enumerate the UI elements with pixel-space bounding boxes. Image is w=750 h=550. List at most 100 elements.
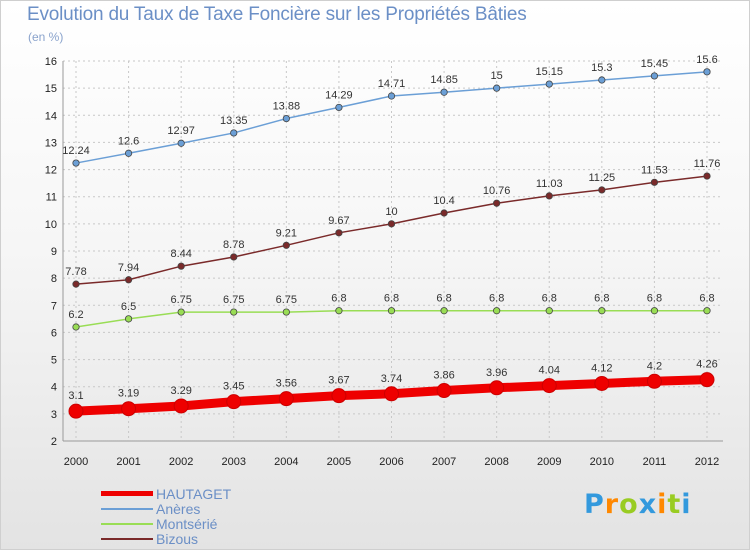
- x-tick-label: 2010: [590, 456, 614, 468]
- logo-letter: r: [604, 489, 620, 520]
- chart-subtitle: (en %): [28, 30, 64, 44]
- data-label: 15.45: [641, 58, 669, 70]
- x-tick-label: 2007: [432, 456, 456, 468]
- data-label: 14.29: [325, 89, 353, 101]
- data-point: [646, 373, 662, 389]
- legend: HAUTAGET Anères Montsérié Bizous: [101, 486, 321, 547]
- data-point: [121, 401, 137, 417]
- logo-letter: i: [681, 489, 692, 520]
- data-point: [230, 129, 238, 137]
- data-label: 3.86: [433, 370, 454, 382]
- data-label: 8.44: [170, 248, 191, 260]
- data-label: 12.24: [62, 145, 90, 157]
- data-label: 10.76: [483, 185, 511, 197]
- data-label: 6.8: [542, 293, 557, 305]
- data-label: 10.4: [433, 195, 454, 207]
- data-point: [335, 229, 343, 237]
- x-tick-label: 2004: [274, 456, 298, 468]
- data-label: 3.29: [170, 385, 191, 397]
- logo-letter: i: [657, 489, 668, 520]
- data-label: 3.74: [381, 373, 402, 385]
- data-label: 6.8: [489, 293, 504, 305]
- data-point: [493, 84, 501, 92]
- logo-letter: o: [619, 489, 639, 520]
- data-label: 7.94: [118, 262, 139, 274]
- data-label: 10: [385, 206, 397, 218]
- legend-item-hautaget: HAUTAGET: [101, 486, 321, 502]
- data-point: [598, 76, 606, 84]
- x-tick-label: 2006: [379, 456, 403, 468]
- data-point: [703, 307, 711, 315]
- data-point: [493, 307, 501, 315]
- x-tick-label: 2011: [643, 456, 667, 468]
- logo-letter: P: [584, 489, 605, 520]
- data-label: 3.96: [486, 367, 507, 379]
- data-label: 15: [491, 70, 503, 82]
- y-tick-label: 6: [51, 327, 57, 339]
- y-tick-label: 5: [51, 355, 57, 367]
- x-tick-label: 2008: [484, 456, 508, 468]
- proxiti-logo: Proxiti: [584, 489, 692, 520]
- data-point: [489, 380, 505, 396]
- data-point: [177, 139, 185, 147]
- y-tick-label: 12: [45, 165, 57, 177]
- y-tick-label: 7: [51, 300, 57, 312]
- data-point: [387, 92, 396, 100]
- data-point: [226, 394, 242, 410]
- legend-label-aneres: Anères: [156, 501, 201, 517]
- data-label: 6.8: [647, 293, 662, 305]
- chart-title: Evolution du Taux de Taxe Foncière sur l…: [27, 4, 527, 25]
- data-label: 3.19: [118, 388, 139, 400]
- data-label: 8.78: [223, 239, 244, 251]
- y-tick-label: 15: [45, 83, 57, 95]
- y-tick-label: 14: [45, 110, 57, 122]
- data-point: [699, 372, 715, 388]
- data-label: 15.3: [591, 62, 612, 74]
- data-label: 3.1: [68, 390, 83, 402]
- data-point: [598, 186, 606, 194]
- x-tick-label: 2003: [222, 456, 246, 468]
- legend-label-hautaget: HAUTAGET: [156, 486, 232, 502]
- data-label: 12.97: [167, 125, 195, 137]
- data-label: 3.56: [276, 378, 297, 390]
- series-layer: [68, 68, 715, 419]
- y-tick-label: 3: [51, 409, 57, 421]
- data-point: [331, 388, 347, 404]
- y-tick-label: 8: [51, 273, 57, 285]
- data-point: [541, 378, 557, 394]
- data-point: [124, 315, 133, 323]
- data-point: [230, 253, 238, 261]
- data-label: 11.03: [536, 178, 563, 190]
- x-tick-label: 2009: [537, 456, 561, 468]
- data-label: 11.25: [588, 172, 615, 184]
- data-label: 14.85: [430, 74, 458, 86]
- data-label: 6.8: [436, 293, 451, 305]
- data-point: [72, 323, 80, 331]
- data-label: 6.75: [223, 294, 244, 306]
- data-point: [598, 307, 606, 315]
- data-point: [650, 178, 659, 186]
- legend-swatch-aneres: [101, 508, 153, 510]
- logo-letter: x: [638, 489, 658, 520]
- data-label: 6.8: [331, 293, 346, 305]
- data-point: [72, 280, 80, 288]
- logo-letter: t: [667, 489, 682, 520]
- data-label: 4.26: [696, 359, 717, 371]
- legend-label-montserie: Montsérié: [156, 516, 218, 532]
- data-point: [387, 220, 396, 228]
- data-point: [594, 375, 610, 391]
- data-point: [650, 72, 659, 80]
- data-label: 13.35: [220, 115, 248, 127]
- data-point: [335, 307, 343, 315]
- data-point: [387, 307, 396, 315]
- data-label: 6.75: [276, 294, 297, 306]
- data-point: [335, 103, 343, 112]
- data-label: 9.67: [328, 215, 349, 227]
- grid-layer: [63, 60, 723, 442]
- data-point: [282, 114, 290, 123]
- data-label: 13.88: [273, 101, 301, 113]
- x-tick-label: 2005: [327, 456, 351, 468]
- data-point: [440, 209, 448, 217]
